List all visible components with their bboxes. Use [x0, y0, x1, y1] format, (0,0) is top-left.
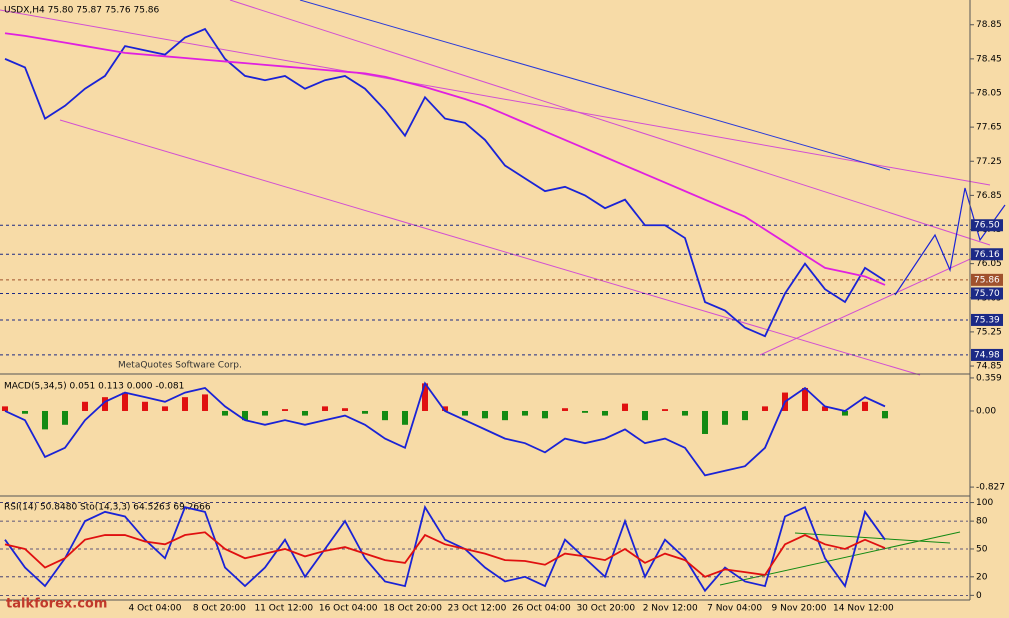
- y-tick-label: 74.85: [976, 362, 1002, 372]
- x-tick-label: 2 Nov 12:00: [643, 604, 698, 614]
- level-label-box: [971, 287, 1003, 300]
- histogram-bar: [282, 409, 288, 411]
- y-tick-label: 78.85: [976, 20, 1002, 30]
- x-tick-label: 18 Oct 20:00: [383, 604, 442, 614]
- series-line: [4, 27, 886, 338]
- histogram-bar: [762, 406, 768, 411]
- histogram-bar: [442, 406, 448, 411]
- histogram-bar: [542, 410, 548, 419]
- y-tick-label: 76.05: [976, 259, 1002, 269]
- level-label: 76.16: [974, 250, 1000, 260]
- series-line: [4, 504, 886, 593]
- level-label: 75.70: [974, 289, 1000, 299]
- panel-title: USDX,H4 75.80 75.87 75.76 75.86: [4, 6, 160, 16]
- histogram-bar: [22, 410, 28, 414]
- level-label-box: [971, 313, 1003, 326]
- histogram-bar: [742, 410, 748, 421]
- channel-lines: [0, 0, 1006, 586]
- level-label: 76.50: [974, 221, 1000, 231]
- histogram-bar: [862, 401, 868, 411]
- histogram-bar: [222, 410, 228, 416]
- histogram-bar: [622, 403, 628, 411]
- x-tick-label: 9 Nov 20:00: [772, 604, 827, 614]
- x-tick-label: 30 Oct 20:00: [576, 604, 635, 614]
- y-tick-label: 77.65: [976, 123, 1002, 133]
- histogram-bar: [462, 410, 468, 416]
- x-tick-label: 4 Oct 04:00: [129, 604, 182, 614]
- y-tick-label: 78.05: [976, 89, 1002, 99]
- histogram-bar: [722, 410, 728, 425]
- x-tick-label: 14 Nov 12:00: [833, 604, 894, 614]
- histogram-bar: [562, 408, 568, 411]
- y-tick-label: 75.25: [976, 327, 1002, 337]
- level-label-box: [971, 348, 1003, 361]
- histogram-bar: [362, 410, 368, 414]
- histogram-bar: [322, 406, 328, 411]
- histogram-bar: [302, 410, 308, 416]
- x-tick-label: 23 Oct 12:00: [448, 604, 507, 614]
- histogram-bar: [482, 410, 488, 419]
- histogram-bar: [802, 387, 808, 411]
- histogram-bar: [642, 410, 648, 421]
- watermark: MetaQuotes Software Corp.: [118, 361, 242, 371]
- series-line: [4, 531, 886, 578]
- y-tick-label: 0.00: [976, 406, 996, 416]
- x-tick-label: 8 Oct 20:00: [193, 604, 246, 614]
- series-line: [4, 32, 886, 286]
- histogram-bar: [842, 410, 848, 416]
- y-tick-label: 80: [976, 517, 988, 527]
- level-label: 75.86: [974, 275, 1000, 285]
- x-tick-label: 11 Oct 12:00: [254, 604, 313, 614]
- histogram-bar: [662, 409, 668, 411]
- level-label-box: [971, 248, 1003, 261]
- histogram-bar: [422, 383, 428, 411]
- histogram-bar: [162, 406, 168, 411]
- histogram-bar: [102, 397, 108, 411]
- histogram-bar: [202, 394, 208, 411]
- panel-title: MACD(5,34,5) 0.051 0.113 0.000 -0.081: [4, 382, 184, 392]
- histogram-bar: [262, 410, 268, 416]
- y-tick-label: -0.827: [976, 483, 1005, 493]
- histogram-bar: [382, 410, 388, 421]
- histogram-bar: [122, 392, 128, 411]
- histogram-bar: [702, 410, 708, 434]
- histogram-bar: [242, 410, 248, 421]
- y-tick-label: 50: [976, 544, 988, 554]
- series-line: [4, 381, 886, 477]
- x-tick-label: 26 Oct 04:00: [512, 604, 571, 614]
- histogram-bar: [62, 410, 68, 425]
- y-tick-label: 76.85: [976, 191, 1002, 201]
- y-tick-label: 0: [976, 591, 982, 601]
- histogram-bar: [402, 410, 408, 425]
- histogram-bar: [2, 406, 8, 411]
- histogram-bar: [682, 410, 688, 416]
- x-tick-label: 7 Nov 04:00: [707, 604, 762, 614]
- y-tick-label: 77.25: [976, 157, 1002, 167]
- histogram-bar: [582, 410, 588, 413]
- histogram-bar: [882, 410, 888, 419]
- histogram-bar: [42, 410, 48, 430]
- y-tick-label: 0.359: [976, 373, 1002, 383]
- level-label: 75.39: [974, 315, 1000, 325]
- watermark: talkforex.com: [6, 597, 107, 612]
- x-tick-label: 16 Oct 04:00: [319, 604, 378, 614]
- y-tick-label: 78.45: [976, 54, 1002, 64]
- histogram-bar: [522, 410, 528, 416]
- panel-title: RSI(14) 50.8480 Sto(14,3,3) 64.5263 69.2…: [4, 503, 211, 513]
- y-tick-label: 100: [976, 498, 993, 508]
- histogram-bar: [602, 410, 608, 416]
- histogram-bar: [142, 401, 148, 411]
- histogram-bar: [182, 397, 188, 411]
- y-tick-label: 20: [976, 572, 988, 582]
- histogram-bar: [502, 410, 508, 421]
- histogram-bar: [822, 406, 828, 411]
- histogram-bar: [342, 408, 348, 411]
- level-label-box: [971, 219, 1003, 232]
- histogram-bar: [82, 401, 88, 411]
- level-label: 74.98: [974, 350, 1000, 360]
- level-label-box: [971, 273, 1003, 286]
